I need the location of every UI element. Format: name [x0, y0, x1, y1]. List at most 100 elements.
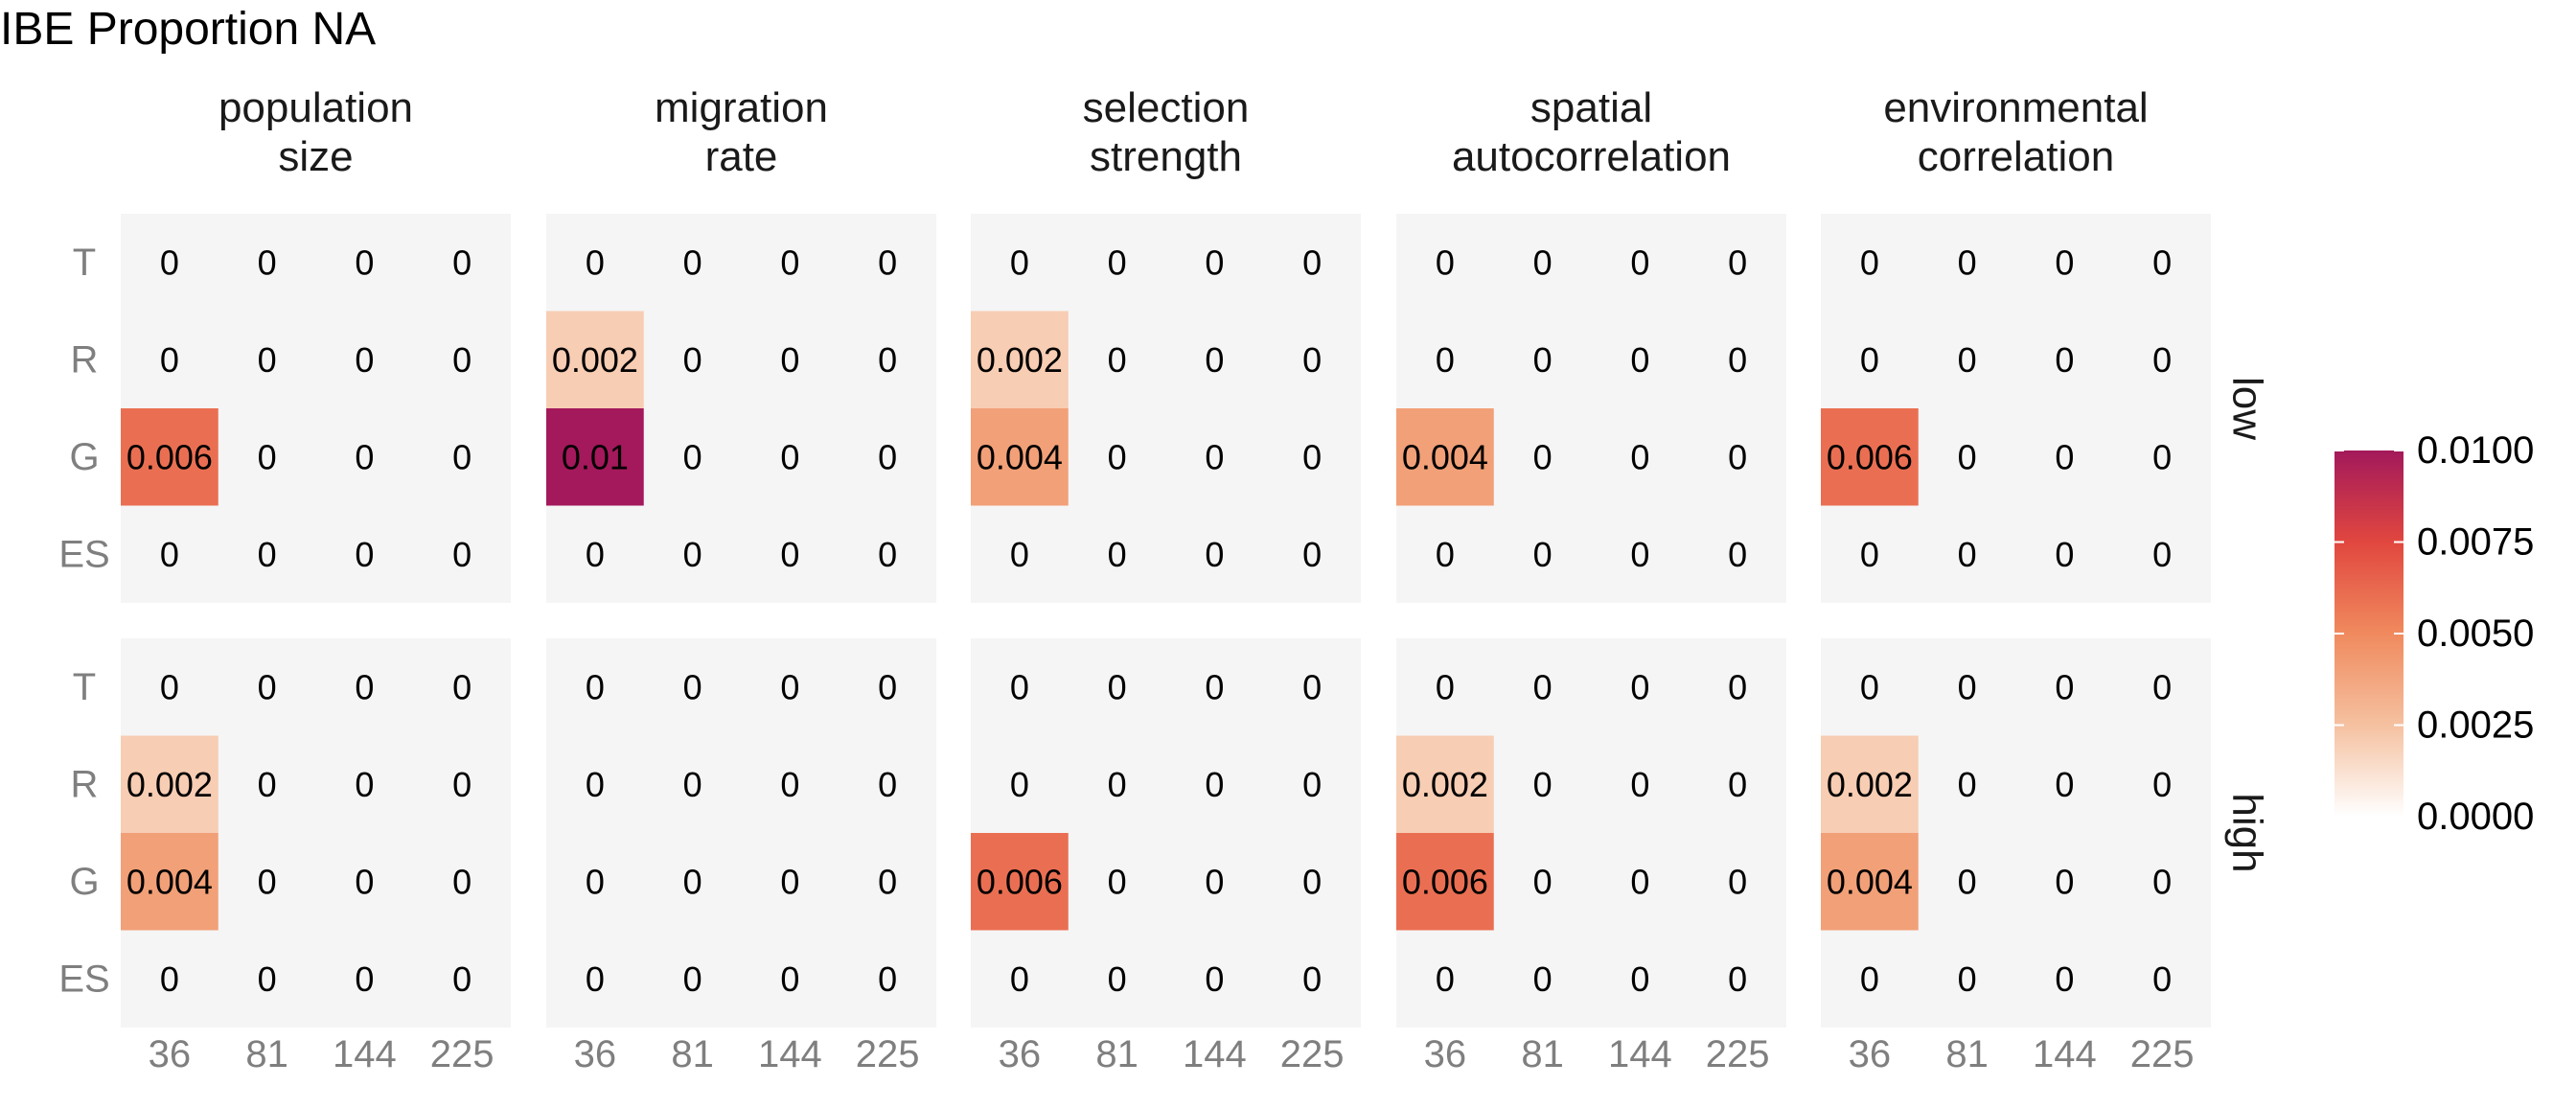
cell-value-label: 0	[586, 535, 605, 574]
x-tick-label: 81	[1521, 1033, 1564, 1075]
cell-value-label: 0	[1533, 535, 1552, 574]
cell-value-label: 0	[355, 437, 374, 476]
cell-value-label: 0	[683, 243, 702, 282]
cell-value-label: 0	[780, 765, 799, 804]
cell-value-label: 0	[1630, 535, 1649, 574]
cell-value-label: 0	[1860, 243, 1879, 282]
cell-value-label: 0	[452, 243, 472, 282]
x-tick-label: 225	[1706, 1033, 1770, 1075]
cell-value-label: 0	[1010, 535, 1029, 574]
cell-value-label: 0	[1728, 243, 1747, 282]
cell-value-label: 0	[258, 862, 277, 901]
cell-value-label: 0	[586, 667, 605, 706]
cell-value-label: 0	[878, 667, 897, 706]
row-strip-label: low	[2224, 377, 2271, 440]
cell-value-label: 0.01	[562, 437, 629, 476]
cell-value-label: 0	[452, 667, 472, 706]
cell-value-label: 0.004	[977, 437, 1063, 476]
heatmap-cell	[1821, 408, 1919, 506]
column-strip-label: correlation	[1918, 133, 2114, 180]
y-tick-label: ES	[58, 958, 109, 1000]
cell-value-label: 0	[1436, 535, 1455, 574]
cell-value-label: 0	[1533, 765, 1552, 804]
cell-value-label: 0	[355, 667, 374, 706]
heatmap-cell	[1821, 735, 1919, 833]
cell-value-label: 0	[2055, 765, 2074, 804]
cell-value-label: 0	[780, 535, 799, 574]
heatmap-cell	[546, 408, 644, 506]
cell-value-label: 0	[1533, 667, 1552, 706]
cell-value-label: 0	[1860, 959, 1879, 999]
cell-value-label: 0	[160, 340, 179, 380]
x-tick-label: 225	[430, 1033, 494, 1075]
cell-value-label: 0	[1205, 437, 1224, 476]
cell-value-label: 0	[878, 437, 897, 476]
cell-value-label: 0	[1205, 959, 1224, 999]
chart-title: IBE Proportion NA	[0, 4, 376, 55]
cell-value-label: 0	[1010, 667, 1029, 706]
cell-value-label: 0	[1728, 535, 1747, 574]
cell-value-label: 0	[258, 959, 277, 999]
cell-value-label: 0	[1302, 765, 1322, 804]
cell-value-label: 0	[1728, 667, 1747, 706]
x-tick-label: 81	[1095, 1033, 1138, 1075]
legend-tick-label: 0.0000	[2417, 796, 2534, 838]
x-tick-label: 81	[245, 1033, 288, 1075]
column-strip-label: environmental	[1883, 84, 2148, 131]
legend-colorbar	[2334, 451, 2404, 817]
column-strip-label: migration	[655, 84, 828, 131]
cell-value-label: 0.002	[552, 340, 638, 380]
cell-value-label: 0	[683, 862, 702, 901]
cell-value-label: 0	[452, 535, 472, 574]
cell-value-label: 0	[1728, 862, 1747, 901]
cell-value-label: 0	[1108, 765, 1127, 804]
cell-value-label: 0	[2055, 243, 2074, 282]
cell-value-label: 0	[2152, 959, 2172, 999]
cell-value-label: 0	[452, 862, 472, 901]
facet-panel: 0 0 0 0 0.002 0 0 0 0.004 0 0 0 0 0 0 0	[971, 214, 1361, 603]
cell-value-label: 0	[780, 340, 799, 380]
x-tick-label: 144	[758, 1033, 822, 1075]
cell-value-label: 0	[2055, 667, 2074, 706]
cell-value-label: 0	[878, 959, 897, 999]
cell-value-label: 0	[683, 765, 702, 804]
column-strip-label: population	[218, 84, 413, 131]
cell-value-label: 0	[355, 862, 374, 901]
cell-value-label: 0	[1630, 437, 1649, 476]
column-strip-label: strength	[1090, 133, 1242, 180]
cell-value-label: 0	[452, 959, 472, 999]
cell-value-label: 0.002	[1402, 765, 1488, 804]
cell-value-label: 0	[1533, 243, 1552, 282]
cell-value-label: 0.004	[1402, 437, 1488, 476]
cell-value-label: 0	[1958, 959, 1977, 999]
cell-value-label: 0	[1205, 765, 1224, 804]
cell-value-label: 0	[1108, 243, 1127, 282]
row-strip-label: high	[2224, 793, 2271, 872]
x-tick-label: 144	[2033, 1033, 2097, 1075]
cell-value-label: 0	[2055, 535, 2074, 574]
facet-panel: 0 0 0 0 0 0 0 0 0.006 0 0 0 0 0 0 0	[1821, 214, 2211, 603]
heatmap-cell	[121, 833, 218, 931]
cell-value-label: 0	[683, 535, 702, 574]
cell-value-label: 0	[1958, 862, 1977, 901]
cell-value-label: 0	[1205, 243, 1224, 282]
cell-value-label: 0	[1533, 340, 1552, 380]
cell-value-label: 0	[1108, 437, 1127, 476]
column-strip-label: size	[278, 133, 353, 180]
heatmap-cell	[1396, 408, 1494, 506]
cell-value-label: 0	[683, 959, 702, 999]
cell-value-label: 0	[258, 667, 277, 706]
cell-value-label: 0	[355, 535, 374, 574]
facet-panel: 0 0 0 0 0.002 0 0 0 0.004 0 0 0 0 0 0 0	[1821, 638, 2211, 1028]
cell-value-label: 0	[586, 765, 605, 804]
cell-value-label: 0	[1958, 765, 1977, 804]
cell-value-label: 0	[1302, 535, 1322, 574]
cell-value-label: 0	[1728, 340, 1747, 380]
cell-value-label: 0	[452, 437, 472, 476]
x-tick-label: 81	[1945, 1033, 1989, 1075]
cell-value-label: 0	[2152, 667, 2172, 706]
cell-value-label: 0	[1958, 437, 1977, 476]
cell-value-label: 0	[1436, 667, 1455, 706]
x-tick-label: 36	[1424, 1033, 1467, 1075]
cell-value-label: 0.006	[977, 862, 1063, 901]
